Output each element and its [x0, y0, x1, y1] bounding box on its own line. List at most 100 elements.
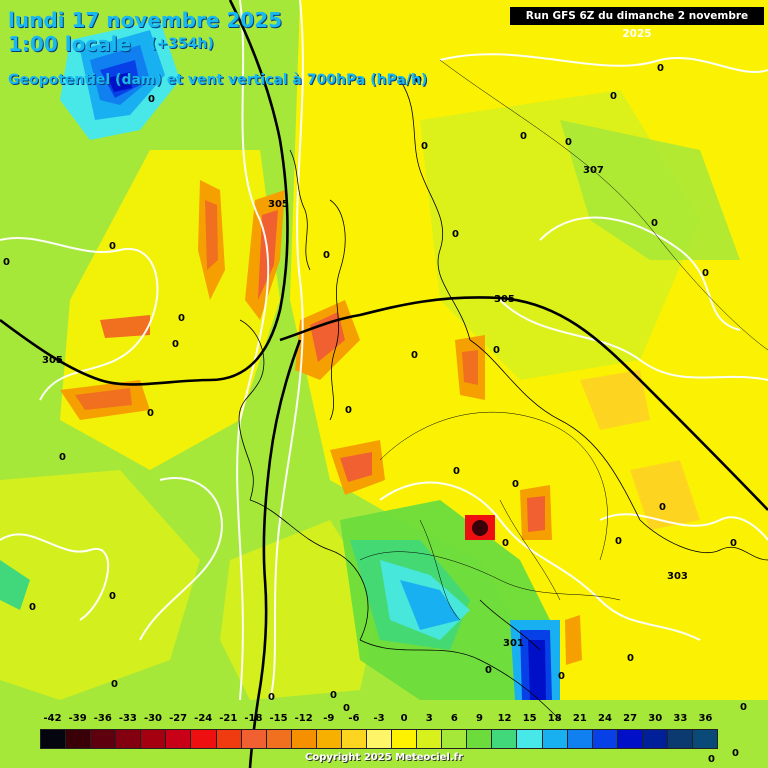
zero-label: 0	[615, 536, 622, 547]
legend-swatch	[492, 730, 518, 748]
legend-label: 33	[673, 713, 688, 724]
legend-label: 6	[450, 713, 458, 724]
field-description: Geopotentiel (dam) et vent vertical à 70…	[8, 72, 428, 88]
contour-label: 307	[583, 165, 604, 176]
zero-label: 0	[627, 653, 634, 664]
zero-label: 0	[493, 345, 500, 356]
zero-label: 0	[502, 538, 509, 549]
zero-label: 0	[732, 748, 739, 759]
legend-label: 27	[623, 713, 638, 724]
color-legend: -42 -39 -36 -33 -30 -27 -24 -21 -18 -15 -12 -9 -6 -3 0…	[40, 713, 718, 749]
zero-label: 0	[345, 405, 352, 416]
legend-label: 15	[522, 713, 537, 724]
legend-swatch	[216, 730, 242, 748]
zero-label: 0	[485, 665, 492, 676]
zero-label: 0	[730, 538, 737, 549]
legend-labels: -42 -39 -36 -33 -30 -27 -24 -21 -18 -15 -12 -9 -6 -3 0…	[40, 713, 718, 729]
legend-label: -39	[68, 713, 87, 724]
zero-label: 0	[659, 502, 666, 513]
zero-label: 0	[330, 690, 337, 701]
legend-swatch	[141, 730, 167, 748]
zero-label: 0	[323, 250, 330, 261]
zero-label: 0	[29, 602, 36, 613]
legend-swatch	[642, 730, 668, 748]
legend-label: 18	[547, 713, 562, 724]
zero-label: 0	[268, 692, 275, 703]
legend-label: 0	[400, 713, 408, 724]
zero-label: 0	[3, 257, 10, 268]
zero-label: 0	[740, 702, 747, 713]
legend-label: -33	[118, 713, 137, 724]
zero-label: 0	[148, 94, 155, 105]
zero-label: 0	[172, 339, 179, 350]
zero-label: 0	[111, 679, 118, 690]
legend-swatch	[241, 730, 267, 748]
legend-label: -6	[348, 713, 360, 724]
legend-label: 24	[598, 713, 612, 724]
contour-label: 305	[494, 294, 515, 305]
zero-label: 0	[651, 218, 658, 229]
contour-label: 305	[268, 199, 289, 210]
legend-swatch	[467, 730, 493, 748]
legend-swatch	[316, 730, 342, 748]
zero-label: 0	[657, 63, 664, 74]
zero-label: 0	[452, 229, 459, 240]
zero-label: 0	[109, 241, 116, 252]
zero-label: 0	[109, 591, 116, 602]
legend-label: -30	[143, 713, 163, 724]
legend-label: -42	[43, 713, 62, 724]
legend-swatch	[517, 730, 543, 748]
legend-label: -27	[169, 713, 188, 724]
zero-label: 0	[512, 479, 519, 490]
legend-label: 36	[698, 713, 713, 724]
legend-label: -36	[93, 713, 112, 724]
contour-label: 303	[667, 571, 688, 582]
zero-label: 0	[558, 671, 565, 682]
legend-swatch	[392, 730, 418, 748]
legend-swatch	[266, 730, 292, 748]
legend-swatch	[617, 730, 643, 748]
legend-swatch	[592, 730, 618, 748]
zero-label: 0	[415, 75, 422, 86]
zero-label: 0	[520, 131, 527, 142]
legend-label: 3	[425, 713, 433, 724]
contour-label: 305	[42, 355, 63, 366]
zero-label: 0	[343, 703, 350, 714]
legend-swatch	[542, 730, 568, 748]
legend-label: 30	[648, 713, 663, 724]
legend-label: -12	[294, 713, 313, 724]
zero-label: 0	[178, 313, 185, 324]
legend-swatch	[166, 730, 192, 748]
legend-swatch	[66, 730, 92, 748]
legend-label: -18	[244, 713, 263, 724]
zero-label: 0	[610, 91, 617, 102]
legend-label: -24	[194, 713, 213, 724]
legend-bar	[40, 729, 718, 749]
legend-label: -21	[219, 713, 238, 724]
legend-swatch	[667, 730, 694, 748]
legend-swatch	[693, 730, 718, 748]
zero-label: 0	[453, 466, 460, 477]
legend-swatch	[191, 730, 217, 748]
legend-label: -3	[373, 713, 385, 724]
legend-label: 9	[475, 713, 483, 724]
legend-swatch	[367, 730, 393, 748]
zero-label: 0	[565, 137, 572, 148]
legend-label: -15	[269, 713, 288, 724]
contour-label: 301	[503, 638, 524, 649]
legend-label: 21	[572, 713, 587, 724]
legend-swatch	[116, 730, 142, 748]
legend-label: -9	[323, 713, 335, 724]
legend-swatch	[91, 730, 117, 748]
forecast-time: 1:00 locale	[8, 32, 132, 56]
zero-label: 0	[59, 452, 66, 463]
forecast-lead: (+354h)	[150, 36, 214, 52]
zero-label: 0	[411, 350, 418, 361]
legend-swatch	[567, 730, 593, 748]
legend-label: 12	[497, 713, 512, 724]
forecast-date: lundi 17 novembre 2025	[8, 8, 283, 32]
zero-label: 0	[702, 268, 709, 279]
zero-label: 0	[708, 754, 715, 765]
legend-swatch	[442, 730, 468, 748]
